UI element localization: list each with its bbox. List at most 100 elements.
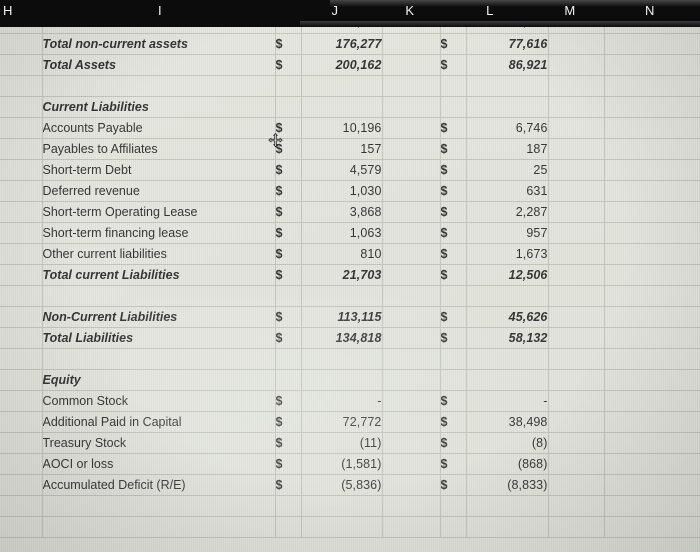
cell-J-currency[interactable]: $ <box>275 201 302 223</box>
cell-L-currency[interactable] <box>440 348 467 370</box>
cell-I-label[interactable]: Total non-current assets <box>42 33 276 55</box>
cell-H[interactable] <box>0 33 43 55</box>
cell-L-value[interactable] <box>466 75 549 97</box>
table-row[interactable]: AOCI or loss $ (1,581) $ (868) <box>0 453 700 475</box>
cell-I-label[interactable]: Deferred revenue <box>42 180 276 202</box>
cell-J-value[interactable]: 1,030 <box>301 180 383 202</box>
cell-M-highlighted[interactable] <box>548 306 605 328</box>
cell-H[interactable] <box>0 138 43 160</box>
cell-M[interactable] <box>548 75 605 97</box>
cell-K-highlighted[interactable] <box>382 159 441 181</box>
cell-K-highlighted[interactable] <box>382 180 441 202</box>
cell-L-currency[interactable] <box>440 285 467 307</box>
cell-L-currency[interactable]: $ <box>440 264 467 286</box>
cell-K[interactable] <box>382 369 441 391</box>
cell-J-value[interactable]: 157 <box>301 138 383 160</box>
cell-L-value[interactable]: 25 <box>466 159 549 181</box>
table-row[interactable] <box>0 516 700 538</box>
cell-L-value[interactable] <box>466 495 549 517</box>
cell-N[interactable] <box>604 285 700 307</box>
cell-K-highlighted[interactable] <box>382 33 441 55</box>
cell-L-currency[interactable] <box>440 516 467 538</box>
cell-J-currency[interactable]: $ <box>275 138 302 160</box>
cell-J-currency[interactable]: $ <box>275 117 302 139</box>
cell-J-currency[interactable] <box>275 75 302 97</box>
cell-J-value[interactable] <box>301 495 383 517</box>
cell-K[interactable] <box>382 348 441 370</box>
cell-L-value[interactable]: 58,132 <box>466 327 549 349</box>
cell-M-highlighted[interactable] <box>548 432 605 454</box>
cell-K-highlighted[interactable] <box>382 54 441 76</box>
cell-I-label[interactable] <box>42 75 276 97</box>
cell-J-currency[interactable]: $ <box>275 222 302 244</box>
cell-J-value[interactable]: (11) <box>301 432 383 454</box>
cell-M[interactable] <box>548 516 605 538</box>
cell-M-highlighted[interactable] <box>548 138 605 160</box>
cell-L-value[interactable] <box>466 369 549 391</box>
column-header-N[interactable]: N <box>645 3 655 18</box>
cell-J-currency[interactable]: $ <box>275 432 302 454</box>
table-row[interactable]: Equity <box>0 369 700 391</box>
cell-I-label[interactable]: Non-Current Liabilities <box>42 306 276 328</box>
cell-K[interactable] <box>382 495 441 517</box>
cell-L-value[interactable] <box>466 348 549 370</box>
cell-L-currency[interactable]: $ <box>440 327 467 349</box>
cell-L-currency[interactable]: $ <box>440 474 467 496</box>
cell-L-currency[interactable]: $ <box>440 180 467 202</box>
table-row[interactable]: Total current Liabilities $21,703 $12,506 <box>0 264 700 286</box>
cell-N[interactable] <box>604 348 700 370</box>
cell-L-currency[interactable]: $ <box>440 201 467 223</box>
cell-N[interactable] <box>604 327 700 349</box>
cell-N[interactable] <box>604 33 700 55</box>
column-header-M[interactable]: M <box>564 3 576 18</box>
cell-J-currency[interactable] <box>275 516 302 538</box>
cell-M-highlighted[interactable] <box>548 180 605 202</box>
cell-J-value[interactable]: (5,836) <box>301 474 383 496</box>
table-row[interactable]: Payables to Affiliates $157 $187 <box>0 138 700 160</box>
cell-L-currency[interactable] <box>440 369 467 391</box>
cell-J-value[interactable] <box>301 369 383 391</box>
cell-K-highlighted[interactable] <box>382 243 441 265</box>
cell-K-highlighted[interactable] <box>382 138 441 160</box>
cell-H[interactable] <box>0 54 43 76</box>
cell-L-value[interactable]: 38,498 <box>466 411 549 433</box>
cell-H[interactable] <box>0 453 43 475</box>
cell-M-highlighted[interactable] <box>548 201 605 223</box>
cell-M-highlighted[interactable] <box>548 327 605 349</box>
cell-L-value[interactable]: (8) <box>466 432 549 454</box>
cell-L-value[interactable]: 77,616 <box>466 33 549 55</box>
cell-H[interactable] <box>0 516 43 538</box>
cell-J-value[interactable] <box>301 75 383 97</box>
cell-I-label[interactable]: Other current liabilities <box>42 243 276 265</box>
cell-J-value[interactable]: 10,196 <box>301 117 383 139</box>
cell-I-label[interactable]: Treasury Stock <box>42 432 276 454</box>
cell-J-value[interactable] <box>301 96 383 118</box>
table-row[interactable] <box>0 348 700 370</box>
cell-I-label[interactable]: Additional Paid in Capital <box>42 411 276 433</box>
cell-J-value[interactable]: 4,579 <box>301 159 383 181</box>
cell-J-currency[interactable]: $ <box>275 306 302 328</box>
cell-L-currency[interactable]: $ <box>440 222 467 244</box>
cell-M-highlighted[interactable] <box>548 222 605 244</box>
cell-M-highlighted[interactable] <box>548 243 605 265</box>
column-header-I[interactable]: I <box>157 3 163 18</box>
cell-J-currency[interactable]: $ <box>275 474 302 496</box>
table-row[interactable]: Short-term financing lease $1,063 $957 <box>0 222 700 244</box>
cell-L-currency[interactable]: $ <box>440 306 467 328</box>
cell-M[interactable] <box>548 96 605 118</box>
cell-L-value[interactable]: 187 <box>466 138 549 160</box>
cell-M[interactable] <box>548 390 605 412</box>
cell-K-highlighted[interactable] <box>382 327 441 349</box>
cell-I-label[interactable]: Short-term Operating Lease <box>42 201 276 223</box>
cell-N[interactable] <box>604 306 700 328</box>
table-row[interactable]: Short-term Debt $4,579 $25 <box>0 159 700 181</box>
cell-J-currency[interactable]: $ <box>275 411 302 433</box>
table-row[interactable]: Short-term Operating Lease $3,868 $2,287 <box>0 201 700 223</box>
cell-N[interactable] <box>604 75 700 97</box>
cell-L-value[interactable] <box>466 516 549 538</box>
cell-L-value[interactable]: 12,506 <box>466 264 549 286</box>
cell-I-label[interactable]: Short-term Debt <box>42 159 276 181</box>
cell-J-currency[interactable]: $ <box>275 180 302 202</box>
table-row[interactable]: Accumulated Deficit (R/E) $ (5,836) $ (8,833… <box>0 474 700 496</box>
cell-L-currency[interactable]: $ <box>440 138 467 160</box>
